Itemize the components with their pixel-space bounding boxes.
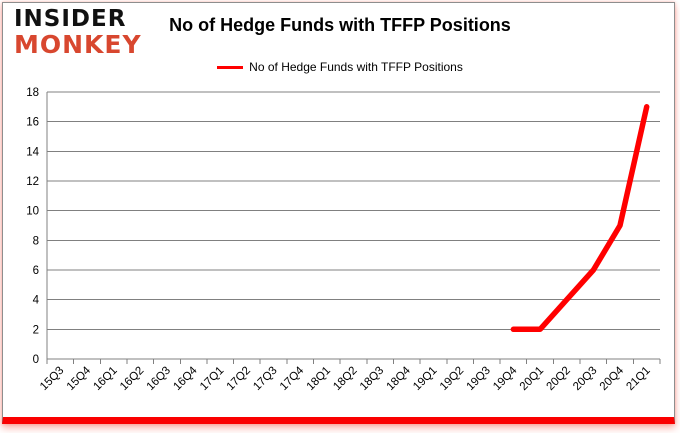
x-axis-tick-label: 20Q3 <box>571 365 599 393</box>
x-axis-tick-label: 17Q2 <box>225 365 253 393</box>
x-axis-tick-label: 19Q2 <box>438 365 466 393</box>
logo-text-insider: INSIDER <box>14 6 127 32</box>
x-axis-tick-label: 20Q2 <box>544 365 572 393</box>
x-axis-tick-label: 17Q4 <box>278 364 307 393</box>
x-axis-tick-label: 19Q4 <box>491 364 520 393</box>
y-axis-tick-label: 16 <box>26 117 39 129</box>
insider-monkey-logo: INSIDER MONKEY <box>14 6 142 59</box>
series-line <box>510 104 650 333</box>
y-axis-tick-label: 6 <box>33 265 39 277</box>
x-axis-tick-label: 18Q2 <box>331 365 359 393</box>
y-axis-tick-label: 0 <box>33 354 39 366</box>
chart-card-frame <box>2 2 675 424</box>
x-axis-tick-label: 16Q3 <box>145 365 173 393</box>
x-axis-tick-label: 18Q1 <box>305 365 333 393</box>
x-axis-tick-label: 20Q1 <box>518 365 546 393</box>
x-axis-tick-label: 19Q3 <box>464 365 492 393</box>
line-chart-plot: 02468101214161815Q315Q416Q116Q216Q316Q41… <box>26 87 661 393</box>
y-axis-tick-label: 14 <box>26 146 39 158</box>
x-axis-tick-label: 17Q1 <box>198 365 226 393</box>
y-axis-tick-label: 4 <box>33 295 40 307</box>
x-axis-tick-label: 15Q3 <box>38 365 66 393</box>
x-axis-tick-label: 16Q4 <box>171 364 200 393</box>
x-axis-tick-label: 18Q3 <box>358 365 386 393</box>
x-axis-tick-label: 19Q1 <box>411 365 439 393</box>
chart-title: No of Hedge Funds with TFFP Positions <box>169 15 511 35</box>
x-axis-tick-label: 21Q1 <box>624 365 652 393</box>
x-axis-tick-label: 18Q4 <box>385 364 414 393</box>
y-axis-tick-label: 18 <box>26 87 39 99</box>
x-axis-tick-label: 20Q4 <box>598 364 627 393</box>
y-axis-tick-label: 10 <box>26 206 39 218</box>
y-axis-tick-label: 8 <box>33 235 39 247</box>
legend-line-swatch <box>217 65 244 69</box>
x-axis-tick-label: 16Q2 <box>118 365 146 393</box>
x-axis-tick-label: 17Q3 <box>251 365 279 393</box>
chart-legend: No of Hedge Funds with TFFP Positions <box>0 59 680 75</box>
logo-text-monkey: MONKEY <box>14 30 142 59</box>
x-axis-tick-label: 15Q4 <box>65 364 94 393</box>
y-axis-tick-label: 12 <box>26 176 39 188</box>
x-axis-tick-label: 16Q1 <box>91 365 119 393</box>
y-axis-tick-label: 2 <box>33 324 39 336</box>
legend-label: No of Hedge Funds with TFFP Positions <box>249 60 463 74</box>
